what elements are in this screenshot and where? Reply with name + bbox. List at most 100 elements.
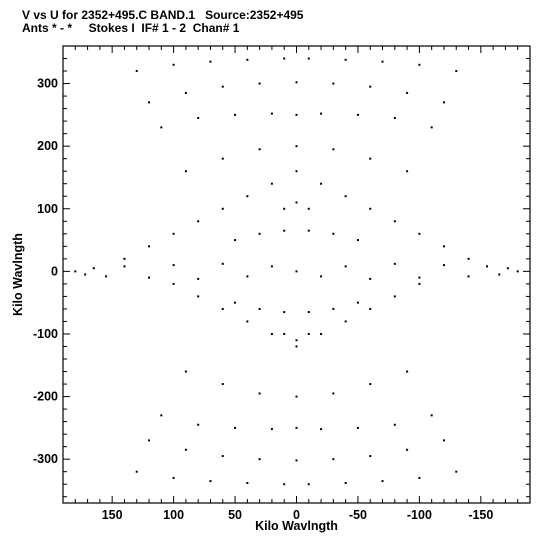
uv-point [258, 458, 261, 461]
uv-point [498, 273, 501, 276]
uv-point [209, 480, 212, 483]
uv-point [295, 81, 298, 84]
uv-point [344, 265, 347, 268]
uv-point [234, 301, 237, 304]
uv-point [418, 63, 421, 66]
uv-point [418, 276, 421, 279]
uv-point [369, 85, 372, 88]
uv-point [393, 220, 396, 223]
uv-point [172, 282, 175, 285]
uv-point [418, 476, 421, 479]
x-tick-label: 0 [293, 508, 300, 522]
uv-point [381, 60, 384, 63]
uv-point [369, 157, 372, 160]
uv-point [74, 270, 77, 273]
uv-point [221, 383, 224, 386]
uv-point [442, 264, 445, 267]
uv-point [332, 307, 335, 310]
uv-point [221, 455, 224, 458]
uv-point [234, 113, 237, 116]
uv-point [418, 232, 421, 235]
uv-point [148, 245, 151, 248]
uv-point [270, 182, 273, 185]
uv-point [221, 157, 224, 160]
x-axis-label: Kilo Wavlngth [255, 519, 338, 533]
uv-point [295, 170, 298, 173]
chart-subtitle: Ants * - * Stokes I IF# 1 - 2 Chan# 1 [22, 21, 240, 35]
uv-point [148, 439, 151, 442]
uv-point [320, 332, 323, 335]
uv-point [135, 70, 138, 73]
uv-point [356, 113, 359, 116]
data-points [74, 57, 519, 486]
uv-point [148, 276, 151, 279]
uv-point [307, 332, 310, 335]
uv-point [184, 448, 187, 451]
uv-point [246, 195, 249, 198]
uv-point [270, 265, 273, 268]
uv-point [344, 195, 347, 198]
uv-point [234, 239, 237, 242]
uv-point [283, 332, 286, 335]
uv-point [105, 275, 108, 278]
y-axis-label: Kilo Wavlngth [11, 233, 25, 316]
uv-point [283, 207, 286, 210]
uv-point [221, 207, 224, 210]
uv-point [283, 311, 286, 314]
uv-point [369, 277, 372, 280]
y-axis-ticks: 300 200 100 0 -100 -200 -300 [33, 58, 530, 498]
uv-point [258, 232, 261, 235]
uv-point [307, 207, 310, 210]
uv-point [307, 311, 310, 314]
uv-point [295, 339, 298, 342]
uv-point [332, 458, 335, 461]
uv-point [344, 58, 347, 61]
uv-point [160, 126, 163, 129]
uv-point [221, 85, 224, 88]
uv-point [332, 148, 335, 151]
uv-point [467, 257, 470, 260]
uv-point [197, 423, 200, 426]
uv-point [393, 423, 396, 426]
x-tick-label: -100 [407, 508, 432, 522]
uv-point [332, 82, 335, 85]
x-axis-ticks: 150 100 50 0 -50 -100 -150 [74, 46, 519, 522]
uv-point [320, 112, 323, 115]
y-tick-label: 0 [51, 264, 58, 278]
y-tick-label: -300 [33, 452, 58, 466]
uv-point [430, 414, 433, 417]
uv-point [455, 70, 458, 73]
uv-point [258, 82, 261, 85]
uv-point [406, 91, 409, 94]
uv-point [123, 265, 126, 268]
uv-point [369, 307, 372, 310]
y-tick-label: -100 [33, 327, 58, 341]
uv-point [172, 476, 175, 479]
uv-point [320, 428, 323, 431]
uv-point [442, 245, 445, 248]
uv-point [209, 60, 212, 63]
uv-point [320, 182, 323, 185]
uv-point [485, 265, 488, 268]
uv-point [221, 262, 224, 265]
uv-point [356, 301, 359, 304]
uv-point [393, 262, 396, 265]
uv-point [295, 113, 298, 116]
uv-point [307, 57, 310, 60]
uv-point [467, 275, 470, 278]
uv-point [369, 455, 372, 458]
uv-point [184, 91, 187, 94]
y-tick-label: 100 [37, 202, 58, 216]
uv-point [295, 201, 298, 204]
uv-point [234, 426, 237, 429]
uv-point [197, 220, 200, 223]
uv-point [442, 439, 445, 442]
x-tick-label: -50 [349, 508, 367, 522]
uv-point [307, 483, 310, 486]
uv-point [506, 267, 509, 270]
uv-point [393, 116, 396, 119]
uv-point [369, 383, 372, 386]
uv-point [406, 448, 409, 451]
uv-point [295, 426, 298, 429]
uv-point [197, 295, 200, 298]
